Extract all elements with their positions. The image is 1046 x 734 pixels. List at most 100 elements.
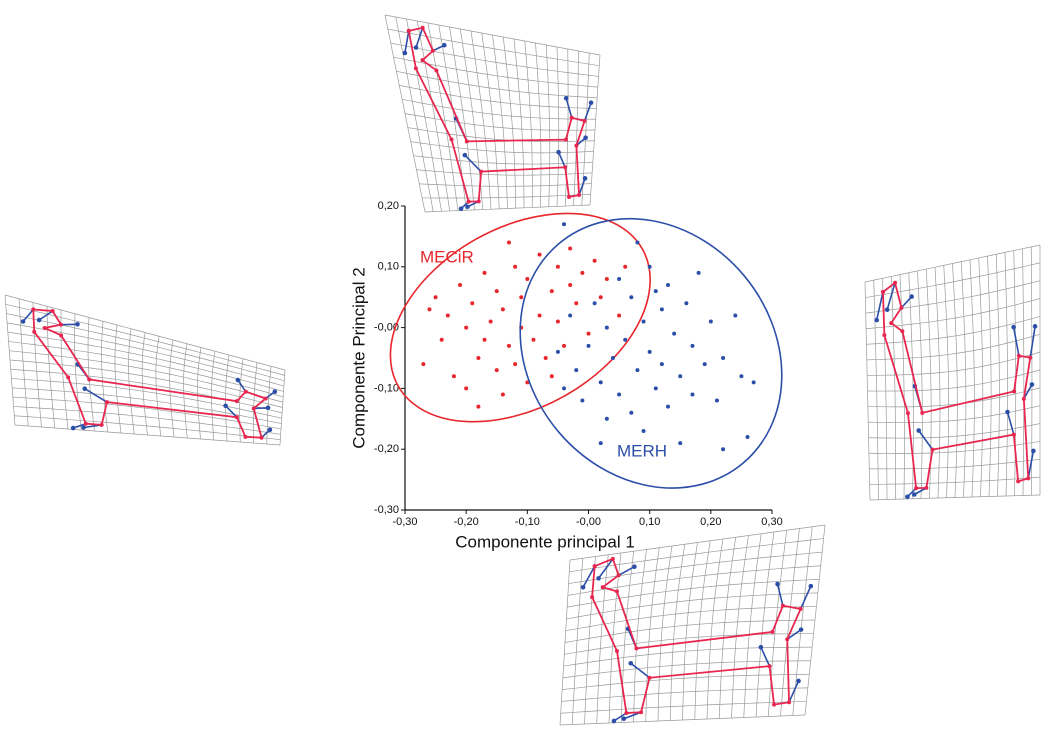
data-point [555, 319, 560, 324]
landmark-vector [583, 102, 592, 122]
landmark-dot [462, 152, 468, 158]
skeleton-dot [610, 556, 615, 561]
x-axis-title: Componente principal 1 [455, 532, 635, 551]
landmark-dot [884, 307, 890, 313]
grid-line-decor [669, 544, 686, 721]
skeleton-dot [924, 485, 929, 490]
grid-line-decor [564, 633, 814, 655]
landmark-vector [1027, 450, 1035, 479]
x-tick-label: 0,20 [700, 516, 721, 528]
x-tick-label: -0,00 [576, 516, 601, 528]
landmark-dot [265, 405, 271, 411]
data-point [629, 295, 634, 300]
skeleton-dot [1021, 396, 1026, 401]
y-tick-label: -0,10 [374, 382, 399, 394]
grid-line-decor [8, 341, 284, 398]
data-point [659, 307, 664, 312]
grid-line-decor [524, 40, 533, 208]
x-tick-label: -0,30 [392, 516, 417, 528]
skeleton-dot [582, 118, 587, 123]
grid-line-decor [568, 551, 823, 584]
grid-line-decor [867, 369, 1041, 392]
skeleton-dot [449, 137, 454, 142]
y-tick-label: -0,30 [374, 504, 399, 516]
skeleton-dot [413, 66, 418, 71]
data-point [445, 313, 450, 318]
landmark-vector [913, 487, 927, 496]
skeleton-dot [1026, 476, 1031, 481]
data-point [678, 441, 683, 446]
data-point [531, 337, 536, 342]
grid-line-decor [4, 294, 286, 371]
deformation-grid [4, 294, 286, 446]
skeleton-dot [31, 307, 36, 312]
landmark-dot [632, 564, 637, 569]
skeleton-dot [785, 637, 790, 642]
data-point [482, 270, 487, 275]
skeleton-dot [569, 115, 574, 120]
grid-line-decor [416, 169, 593, 176]
data-point [739, 374, 744, 379]
data-point [598, 380, 603, 385]
data-point [525, 276, 530, 281]
grid-line-decor [424, 204, 591, 213]
landmark-dot [582, 176, 588, 181]
skeleton-dot [406, 28, 411, 33]
landmark-dot [911, 492, 917, 497]
data-point [464, 325, 469, 330]
grid-line-decor [225, 354, 230, 442]
skeleton-dot [798, 606, 803, 611]
grid-line-decor [869, 494, 1041, 501]
data-point [702, 362, 707, 367]
landmark-dot [413, 45, 419, 50]
grid-line-decor [865, 280, 1041, 314]
skeleton-dot [87, 377, 92, 382]
deformation-grids [4, 14, 1041, 726]
skeleton-dot [577, 193, 582, 198]
skeleton-dot [770, 629, 775, 634]
landmark-dot [556, 149, 561, 155]
x-tick-label: -0,10 [515, 516, 540, 528]
data-point [451, 374, 456, 379]
data-point [586, 331, 591, 336]
data-point [568, 246, 573, 251]
skeleton-dot [614, 589, 619, 594]
grid-line-decor [934, 267, 941, 499]
landmark-vector [618, 565, 635, 577]
skeleton-dot [616, 573, 621, 578]
grid-line-decor [449, 26, 475, 210]
landmark-dot [81, 425, 86, 430]
data-point [708, 319, 713, 324]
grid-line-decor [14, 424, 281, 446]
landmark-vector [900, 296, 913, 309]
data-point [555, 264, 560, 269]
skeleton-dot [263, 396, 268, 401]
landmark-dot [402, 50, 408, 56]
landmark-vector [1029, 326, 1036, 358]
grid-line-decor [565, 606, 817, 632]
landmark-dot [798, 627, 804, 632]
landmark-dot [775, 581, 780, 587]
grid-line-decor [87, 317, 95, 432]
data-point [610, 356, 615, 360]
data-point [696, 270, 701, 275]
skeleton-dot [900, 329, 905, 334]
grid-line-decor [645, 547, 660, 722]
grid-line-decor [978, 257, 984, 497]
grid-line-decor [563, 646, 813, 667]
landmark-dot [75, 321, 80, 327]
data-point [500, 307, 505, 312]
landmark-vector [415, 27, 424, 48]
skeleton-dot [639, 710, 644, 715]
grid-line-decor [7, 331, 284, 392]
data-point [604, 416, 609, 421]
landmark-dot [874, 317, 879, 323]
landmark-vector [630, 662, 651, 679]
grid-line-decor [560, 701, 807, 714]
data-point [623, 337, 628, 342]
data-point [617, 276, 622, 281]
data-point [684, 301, 689, 306]
landmark-vector [918, 430, 934, 451]
landmark-vector [565, 97, 573, 118]
landmark-dot [909, 294, 914, 299]
